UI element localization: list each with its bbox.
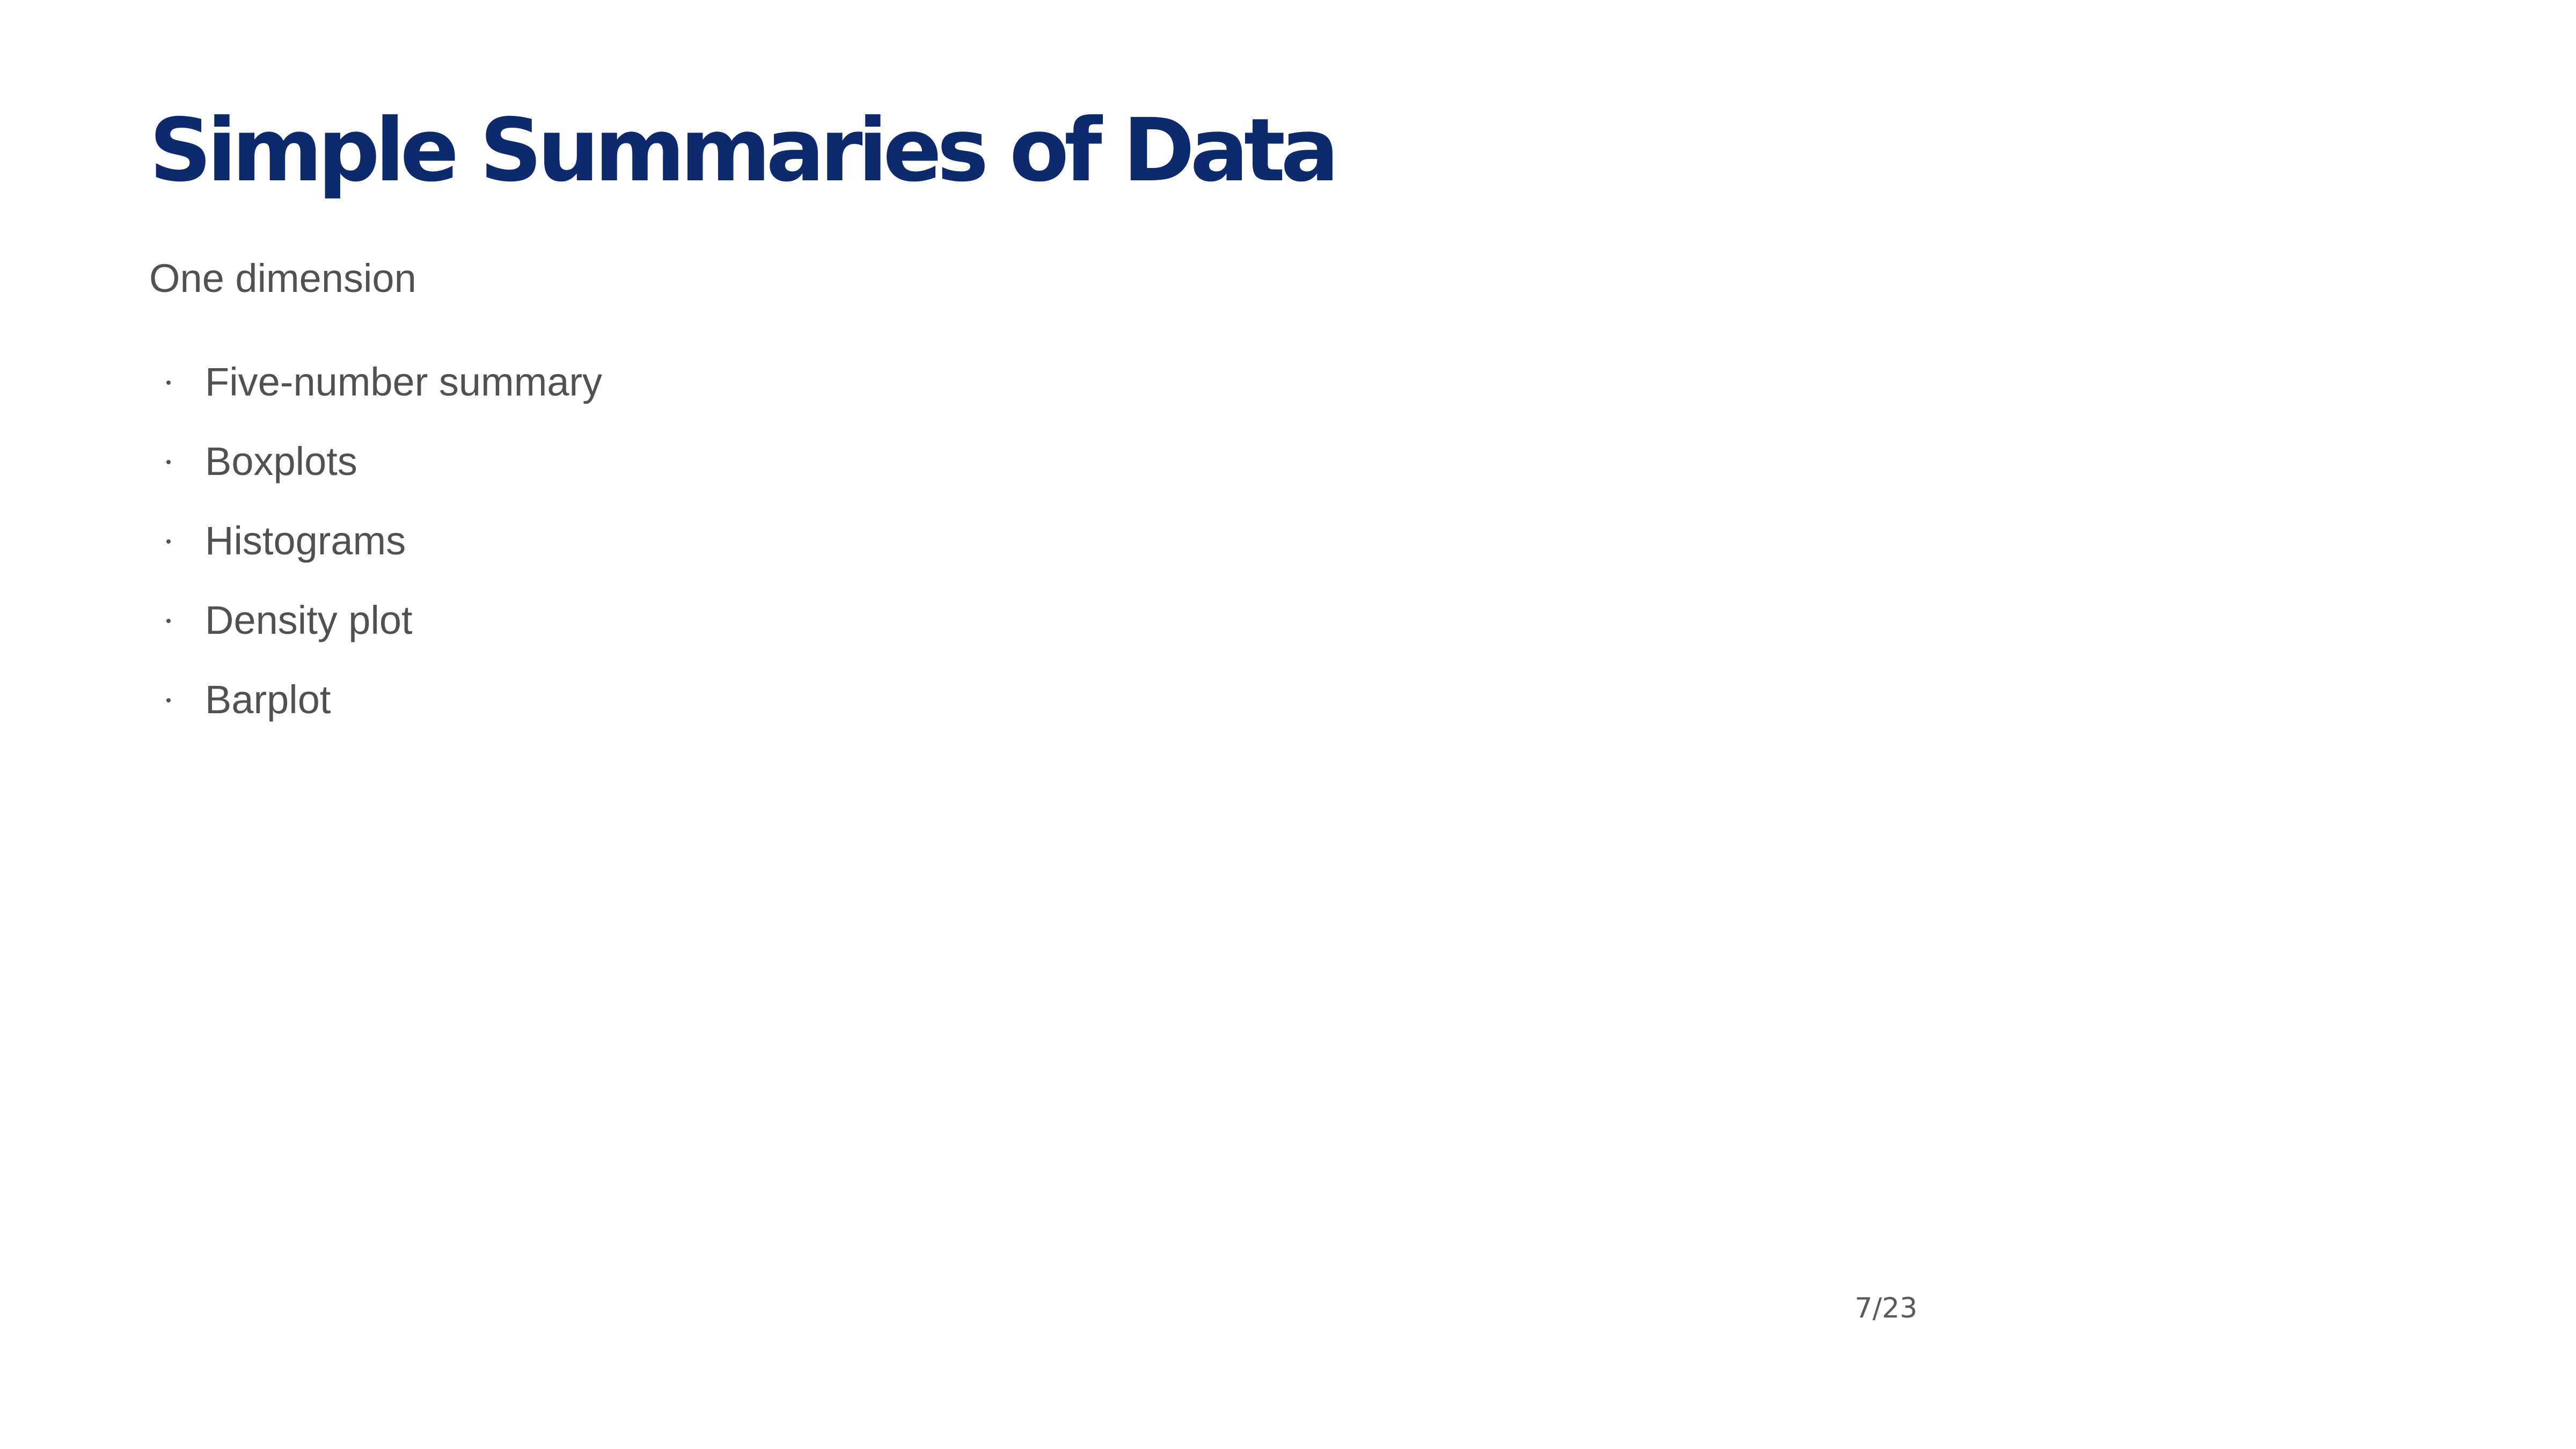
bullet-dot-icon	[166, 380, 171, 385]
slide-title: Simple Summaries of Data	[149, 100, 1340, 201]
bullet-text: Histograms	[205, 518, 406, 563]
page-number: 7/23	[1855, 1292, 1918, 1324]
bullet-text: Barplot	[205, 677, 331, 722]
bullet-dot-icon	[166, 460, 171, 464]
bullet-dot-icon	[166, 539, 171, 544]
bullet-text: Boxplots	[205, 439, 357, 484]
bullet-dot-icon	[166, 698, 171, 702]
bullet-text: Five-number summary	[205, 360, 603, 404]
bullet-dot-icon	[166, 619, 171, 623]
slide-subtitle: One dimension	[149, 256, 416, 301]
bullet-text: Density plot	[205, 598, 413, 642]
